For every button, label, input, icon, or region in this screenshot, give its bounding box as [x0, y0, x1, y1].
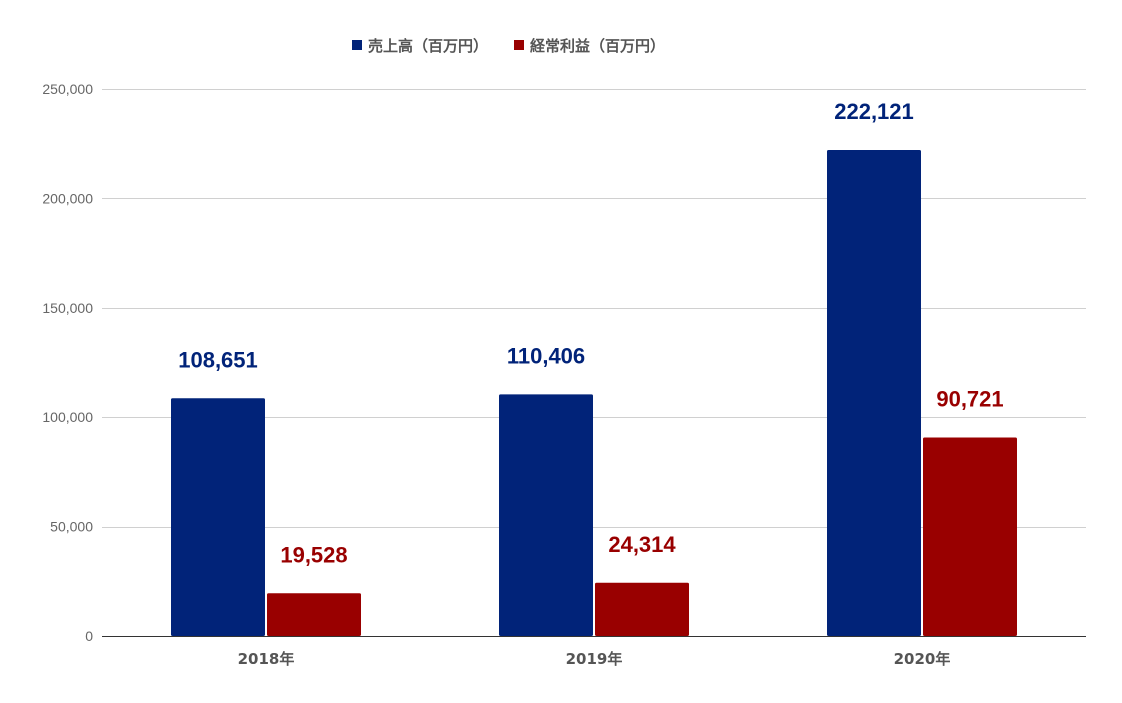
legend-label: 経常利益（百万円） — [530, 37, 665, 55]
legend: 売上高（百万円） 経常利益（百万円） — [352, 37, 665, 55]
data-label: 24,314 — [608, 532, 676, 557]
bar-ordinary-profit — [923, 437, 1017, 636]
bars — [171, 149, 1017, 636]
bar-ordinary-profit — [595, 582, 689, 636]
y-tick-label: 100,000 — [42, 409, 93, 425]
bar-sales — [171, 398, 265, 636]
x-axis: 2018年 2019年 2020年 — [238, 650, 951, 668]
data-label: 222,121 — [834, 99, 914, 124]
data-label: 90,721 — [936, 387, 1003, 412]
x-tick-label: 2019年 — [566, 650, 623, 668]
data-label: 110,406 — [507, 343, 585, 368]
y-tick-label: 200,000 — [42, 190, 93, 206]
data-labels: 108,651 19,528 110,406 24,314 222,121 90,721 — [178, 99, 1003, 567]
data-label: 19,528 — [280, 542, 347, 567]
x-tick-label: 2020年 — [894, 650, 951, 668]
legend-swatch — [514, 40, 524, 50]
y-tick-label: 150,000 — [42, 300, 93, 316]
bar-sales — [827, 149, 921, 636]
y-tick-label: 50,000 — [50, 519, 93, 535]
y-tick-label: 250,000 — [42, 81, 93, 97]
legend-swatch — [352, 40, 362, 50]
gridlines — [102, 89, 1086, 637]
data-label: 108,651 — [178, 347, 258, 372]
bar-ordinary-profit — [267, 593, 361, 636]
y-axis: 0 50,000 100,000 150,000 200,000 250,000 — [42, 81, 93, 644]
x-tick-label: 2018年 — [238, 650, 295, 668]
legend-label: 売上高（百万円） — [368, 37, 488, 55]
bar-sales — [499, 394, 593, 636]
y-tick-label: 0 — [85, 628, 93, 644]
